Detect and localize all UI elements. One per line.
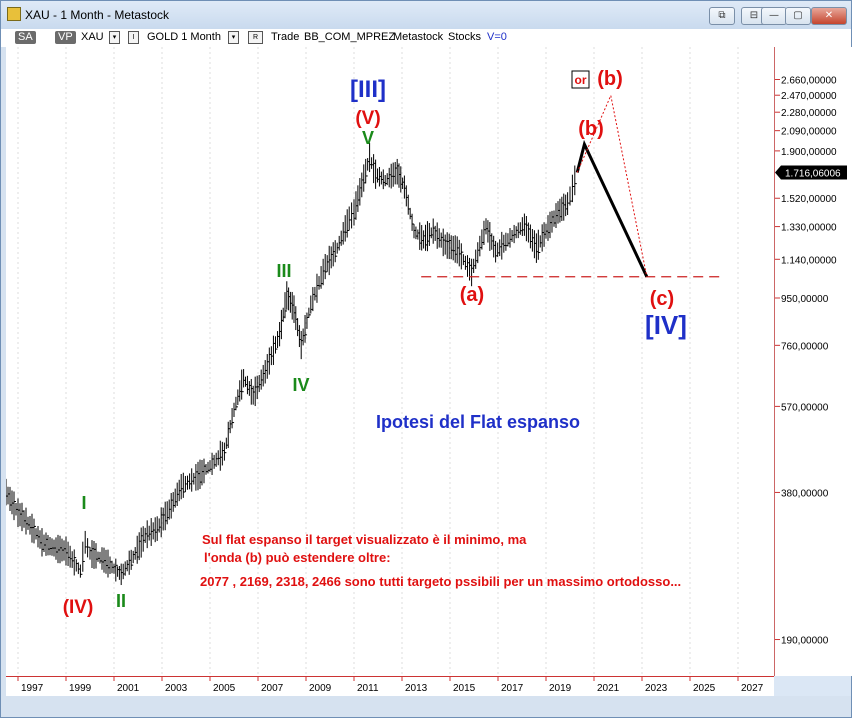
flat-heading: Ipotesi del Flat espanso [376,412,580,432]
wave-II-label: II [116,591,126,611]
year-tick-label: 2015 [453,683,476,694]
left-border [1,47,6,696]
price-chart[interactable]: [III] (V) V III IV I II (IV) (a) (b) or … [0,47,774,676]
plot-area[interactable]: [III] (V) V III IV I II (IV) (a) (b) or … [0,47,774,676]
restore-all-button[interactable]: ⧉ [709,7,735,25]
wave-III-bracket-label: [III] [350,76,386,103]
trade-label[interactable]: Trade [271,31,300,43]
r-button[interactable]: R [248,31,263,44]
title-bar[interactable]: XAU - 1 Month - Metastock ⧉ ⊟ — ▢ ✕ [1,1,851,29]
year-tick-label: 1997 [21,683,44,694]
price-bars [0,142,577,586]
close-button[interactable]: ✕ [811,7,847,25]
wave-IV-label: IV [292,375,309,395]
year-tick-label: 2007 [261,683,284,694]
price-ticks: 2.660,00000 2.470,00000 2.280,00000 2.090,0… [775,75,837,647]
wave-IV-bracket-label: [IV] [645,310,687,340]
price-tick-label: 950,00000 [781,294,829,305]
wave-III-label: III [276,261,291,281]
year-tick-label: 2027 [741,683,764,694]
primary-projection-line [575,139,649,278]
note-line-3: 2077 , 2169, 2318, 2466 sono tutti targe… [200,574,681,589]
window-title: XAU - 1 Month - Metastock [25,8,170,22]
wave-I-label: I [81,493,86,513]
account-label: BB_COM_MPREZ [304,31,396,43]
price-tick-label: 1.520,00000 [781,194,837,205]
year-tick-label: 2025 [693,683,716,694]
price-tick-label: 2.660,00000 [781,75,837,86]
year-ticks: 1997 1999 2001 2003 2005 2007 2009 2011 2013 2015… [6,676,774,694]
i-button[interactable]: I [128,31,139,44]
year-tick-label: 2001 [117,683,140,694]
price-tick-label: 380,00000 [781,488,829,499]
year-tick-label: 1999 [69,683,92,694]
year-tick-label: 2023 [645,683,668,694]
last-price-label: 1.716,06006 [785,168,841,179]
price-tick-label: 570,00000 [781,402,829,413]
maximize-button[interactable]: ▢ [785,7,811,25]
price-tick-label: 2.470,00000 [781,91,837,102]
wave-a-label: (a) [460,284,484,306]
status-strip [1,696,851,717]
price-axis-labels: 2.660,00000 2.470,00000 2.280,00000 2.090,0… [775,75,847,647]
or-box [571,70,590,89]
vp-button[interactable]: VP [55,31,76,44]
app-icon [7,7,21,21]
year-tick-label: 2009 [309,683,332,694]
last-price-tag: 1.716,06006 [775,165,847,180]
wave-b-label: (b) [578,118,604,140]
price-tick-label: 2.090,00000 [781,127,837,138]
wave-projection [421,93,722,278]
price-tick-label: 760,00000 [781,341,829,352]
type-label: Stocks [448,31,482,43]
price-tick-label: 2.280,00000 [781,108,837,119]
time-axis[interactable]: 1997 1999 2001 2003 2005 2007 2009 2011 2013 2015… [6,676,774,696]
volume-label: V=0 [487,31,507,43]
symbol-dropdown-icon[interactable]: ▾ [109,31,120,44]
price-tick-label: 1.140,00000 [781,255,837,266]
sa-button[interactable]: SA [15,31,36,44]
wave-IV-major-label: (IV) [63,597,94,618]
year-tick-label: 2021 [597,683,620,694]
price-tick-label: 1.330,00000 [781,223,837,234]
year-tick-label: 2011 [357,683,379,694]
chart-toolbar: SA VP XAU ▾ I GOLD 1 Month ▾ R Trade BB_… [1,29,851,47]
source-label: Metastock [393,31,444,43]
price-axis[interactable]: 2.660,00000 2.470,00000 2.280,00000 2.090,0… [774,47,852,676]
wave-b-alt-label: (b) [597,68,623,90]
name-period-label: GOLD 1 Month [147,31,221,43]
period-dropdown-icon[interactable]: ▾ [228,31,239,44]
wave-V-paren-label: (V) [355,108,380,129]
wave-c-label: (c) [650,288,674,310]
year-tick-label: 2019 [549,683,572,694]
year-tick-label: 2013 [405,683,428,694]
year-tick-label: 2017 [501,683,524,694]
or-label: or [575,73,587,87]
year-tick-label: 2003 [165,683,188,694]
symbol-label: XAU [81,31,104,43]
minimize-button[interactable]: — [761,7,787,25]
note-line-2: l'onda (b) può estendere oltre: [204,550,391,565]
time-axis-labels: 1997 1999 2001 2003 2005 2007 2009 2011 2013 2015… [6,676,774,694]
wave-V-label: V [362,128,374,148]
year-tick-label: 2005 [213,683,236,694]
price-tick-label: 1.900,00000 [781,147,837,158]
price-tick-label: 190,00000 [781,636,829,647]
note-line-1: Sul flat espanso il target visualizzato … [202,532,527,547]
